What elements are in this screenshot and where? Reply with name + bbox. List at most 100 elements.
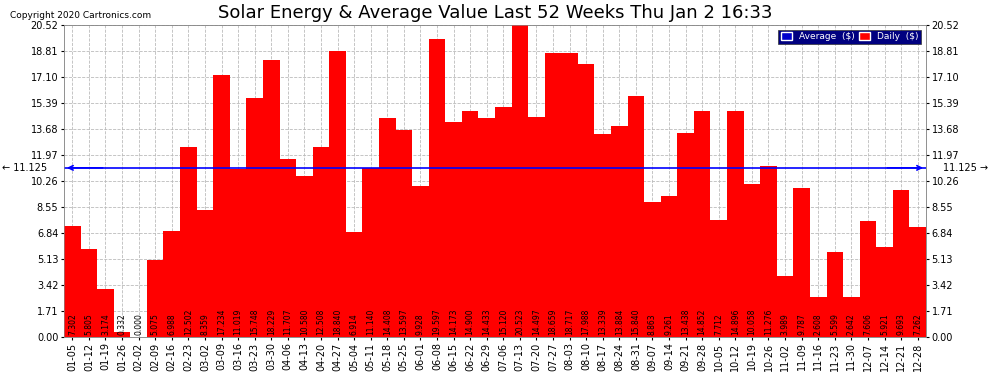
Text: 14.900: 14.900: [465, 309, 474, 335]
Text: 12.502: 12.502: [184, 309, 193, 335]
Text: ← 11.125: ← 11.125: [2, 163, 48, 173]
Text: 13.884: 13.884: [615, 309, 624, 335]
Text: 17.988: 17.988: [582, 309, 591, 335]
Bar: [876, 247, 893, 337]
Bar: [711, 220, 727, 337]
Bar: [910, 226, 926, 337]
Text: 5.921: 5.921: [880, 314, 889, 335]
Bar: [429, 39, 446, 337]
Text: 2.642: 2.642: [846, 314, 856, 335]
Text: 3.174: 3.174: [101, 314, 110, 335]
Text: 9.693: 9.693: [897, 314, 906, 335]
Bar: [495, 107, 512, 337]
Text: 8.863: 8.863: [648, 314, 657, 335]
Text: 17.234: 17.234: [217, 309, 226, 335]
Text: Copyright 2020 Cartronics.com: Copyright 2020 Cartronics.com: [10, 11, 151, 20]
Bar: [462, 111, 478, 337]
Bar: [97, 289, 114, 337]
Bar: [859, 221, 876, 337]
Bar: [296, 176, 313, 337]
Text: 10.580: 10.580: [300, 309, 309, 335]
Bar: [694, 111, 711, 337]
Text: 11.707: 11.707: [283, 309, 292, 335]
Text: 18.717: 18.717: [565, 309, 574, 335]
Bar: [760, 166, 777, 337]
Bar: [197, 210, 213, 337]
Text: 8.359: 8.359: [200, 314, 210, 335]
Text: 15.120: 15.120: [499, 309, 508, 335]
Text: 13.438: 13.438: [681, 309, 690, 335]
Text: 15.748: 15.748: [250, 309, 259, 335]
Bar: [528, 117, 545, 337]
Bar: [644, 202, 660, 337]
Bar: [660, 196, 677, 337]
Text: 5.599: 5.599: [831, 314, 840, 335]
Bar: [743, 184, 760, 337]
Bar: [578, 64, 594, 337]
Text: 14.173: 14.173: [449, 309, 458, 335]
Text: 11.140: 11.140: [366, 309, 375, 335]
Bar: [147, 260, 163, 337]
Text: 2.608: 2.608: [814, 314, 823, 335]
Text: 11.276: 11.276: [764, 309, 773, 335]
Bar: [114, 332, 131, 337]
Text: 13.597: 13.597: [399, 309, 408, 335]
Bar: [64, 226, 80, 337]
Text: 20.523: 20.523: [516, 309, 525, 335]
Bar: [478, 118, 495, 337]
Text: 14.852: 14.852: [698, 309, 707, 335]
Bar: [330, 51, 346, 337]
Bar: [313, 147, 330, 337]
Text: 6.914: 6.914: [349, 314, 358, 335]
Bar: [263, 60, 279, 337]
Text: 11.019: 11.019: [234, 309, 243, 335]
Text: 14.497: 14.497: [532, 309, 541, 335]
Bar: [561, 53, 578, 337]
Bar: [512, 25, 528, 337]
Bar: [379, 118, 396, 337]
Bar: [180, 147, 197, 337]
Text: 7.606: 7.606: [863, 314, 872, 335]
Text: 14.896: 14.896: [731, 309, 740, 335]
Text: 3.989: 3.989: [780, 314, 790, 335]
Bar: [247, 98, 263, 337]
Text: 10.058: 10.058: [747, 309, 756, 335]
Text: 9.928: 9.928: [416, 314, 425, 335]
Legend: Average  ($), Daily  ($): Average ($), Daily ($): [778, 30, 922, 44]
Bar: [677, 133, 694, 337]
Bar: [446, 122, 462, 337]
Text: 18.229: 18.229: [266, 309, 276, 335]
Bar: [793, 188, 810, 337]
Bar: [611, 126, 628, 337]
Text: 9.261: 9.261: [664, 314, 673, 335]
Bar: [628, 96, 644, 337]
Bar: [412, 186, 429, 337]
Text: 9.787: 9.787: [797, 314, 806, 335]
Text: 6.988: 6.988: [167, 314, 176, 335]
Text: 0.000: 0.000: [134, 314, 144, 335]
Bar: [727, 111, 743, 337]
Bar: [843, 297, 859, 337]
Text: 18.840: 18.840: [333, 309, 342, 335]
Text: 5.805: 5.805: [84, 314, 93, 335]
Text: 14.408: 14.408: [383, 309, 392, 335]
Bar: [346, 232, 362, 337]
Bar: [893, 190, 910, 337]
Text: 19.597: 19.597: [433, 309, 442, 335]
Bar: [279, 159, 296, 337]
Text: 18.659: 18.659: [548, 309, 557, 335]
Bar: [163, 231, 180, 337]
Text: 13.339: 13.339: [598, 309, 607, 335]
Bar: [396, 130, 412, 337]
Bar: [230, 170, 247, 337]
Bar: [827, 252, 843, 337]
Text: 14.433: 14.433: [482, 309, 491, 335]
Title: Solar Energy & Average Value Last 52 Weeks Thu Jan 2 16:33: Solar Energy & Average Value Last 52 Wee…: [218, 4, 772, 22]
Bar: [80, 249, 97, 337]
Text: 7.712: 7.712: [714, 314, 724, 335]
Bar: [213, 75, 230, 337]
Text: 11.125 →: 11.125 →: [942, 163, 988, 173]
Text: 7.262: 7.262: [913, 314, 922, 335]
Text: 7.302: 7.302: [68, 314, 77, 335]
Text: 15.840: 15.840: [632, 309, 641, 335]
